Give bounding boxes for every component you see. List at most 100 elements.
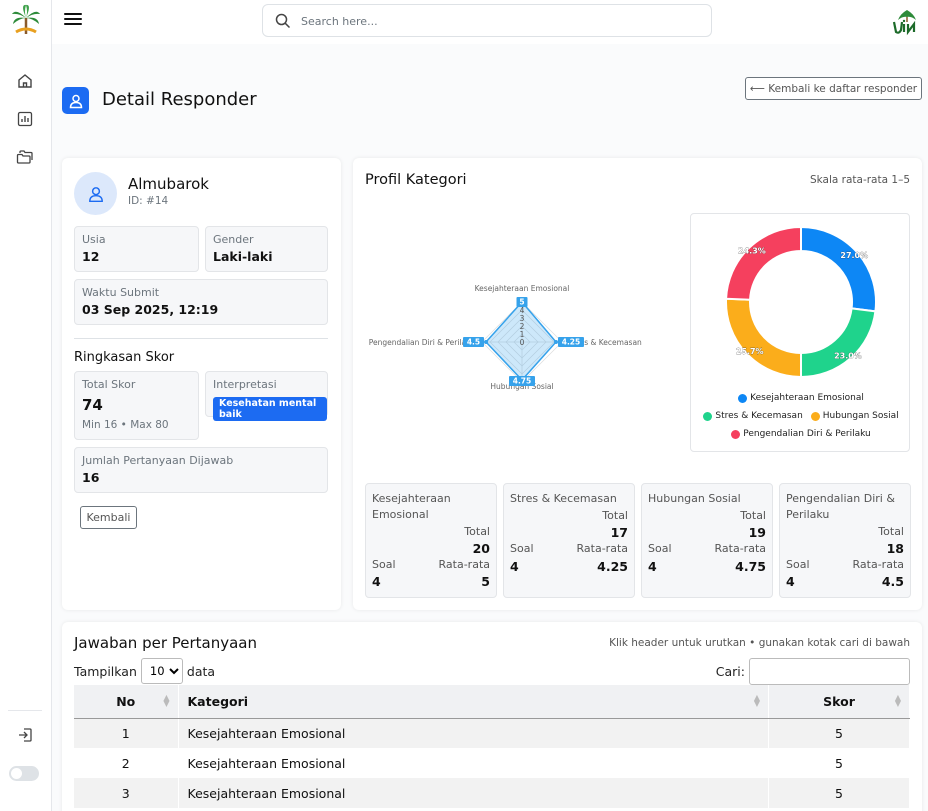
chart-scale-note: Skala rata-rata 1–5 xyxy=(809,174,910,186)
cell-kategori: Kesejahteraan Emosional xyxy=(178,748,769,778)
column-header-skor[interactable]: Skor ▲ ▼ xyxy=(768,685,910,719)
header-label: Skor xyxy=(823,693,855,709)
usia-box: Usia 12 xyxy=(74,226,199,272)
divider xyxy=(74,338,328,339)
category-rata: 4.75 xyxy=(735,559,766,574)
jumlah-label: Jumlah Pertanyaan Dijawab xyxy=(82,454,234,467)
interpretasi-badge: Kesehatan mental baik xyxy=(213,397,327,421)
page-length-select[interactable]: 10 xyxy=(140,658,183,684)
jumlah-box: Jumlah Pertanyaan Dijawab 16 xyxy=(74,447,328,493)
uin-logo-icon xyxy=(892,10,916,36)
legend-label: Pengendalian Diri & Perilaku xyxy=(743,429,871,439)
radar-value-badge xyxy=(516,297,528,307)
folders-icon[interactable] xyxy=(14,146,36,168)
palm-logo-icon[interactable] xyxy=(10,4,42,36)
category-name: Stres & Kecemasan xyxy=(510,492,617,505)
radar-tick-label: 2 xyxy=(520,322,525,331)
radar-value-label: 5 xyxy=(519,298,524,307)
logout-icon[interactable] xyxy=(14,724,36,746)
search-icon xyxy=(275,13,291,29)
category-total: 19 xyxy=(748,525,766,540)
category-rata-label: Rata-rata xyxy=(438,558,490,571)
kembali-button[interactable]: Kembali xyxy=(80,506,137,529)
category-box: Hubungan Sosial Total 19 Soal Rata-rata … xyxy=(641,483,773,598)
sort-icon: ▲ ▼ xyxy=(894,693,901,708)
radar-axis-label: Pengendalian Diri & Perilaku xyxy=(369,338,475,347)
radar-axis-label: Hubungan Sosial xyxy=(490,382,553,391)
legend-item[interactable]: Kesejahteraan Emosional xyxy=(738,393,864,403)
radar-tick-label: 3 xyxy=(520,314,525,323)
category-soal-label: Soal xyxy=(510,542,534,555)
column-header-kategori[interactable]: Kategori ▲ ▼ xyxy=(178,685,769,719)
legend-item[interactable]: Pengendalian Diri & Perilaku xyxy=(731,429,871,439)
category-name: Pengendalian Diri & Perilaku xyxy=(786,492,895,521)
category-name: Kesejahteraan Emosional xyxy=(372,492,451,521)
table-row[interactable]: 2 Kesejahteraan Emosional 5 xyxy=(74,748,910,778)
category-total: 18 xyxy=(886,541,904,556)
donut-chart: 27.0% 23.0% 25.7% 24.3% xyxy=(725,225,877,379)
data-label: data xyxy=(186,663,216,679)
donut-slice-label: 24.3% xyxy=(738,247,766,256)
theme-toggle[interactable] xyxy=(9,766,39,781)
category-box: Kesejahteraan Emosional Total 20 Soal Ra… xyxy=(365,483,497,598)
responder-name: Almubarok xyxy=(128,175,209,193)
legend-item[interactable]: Hubungan Sosial xyxy=(810,411,899,421)
back-to-list-button[interactable]: ⟵ Kembali ke daftar responder xyxy=(745,77,922,100)
page-title: Detail Responder xyxy=(102,89,257,110)
search-label: Cari: xyxy=(715,664,745,679)
legend-item[interactable]: Stres & Kecemasan xyxy=(703,411,803,421)
gender-box: Gender Laki-laki xyxy=(205,226,328,272)
cell-skor: 5 xyxy=(768,778,910,808)
category-soal: 4 xyxy=(510,559,519,574)
category-total-label: Total xyxy=(602,509,628,522)
category-name: Hubungan Sosial xyxy=(648,492,741,505)
cell-kategori: Kesejahteraan Emosional xyxy=(178,778,769,808)
legend-dot xyxy=(810,411,820,421)
usia-label: Usia xyxy=(82,233,106,246)
category-total-label: Total xyxy=(878,525,904,538)
category-rata: 4.25 xyxy=(597,559,628,574)
search-input[interactable] xyxy=(301,11,701,31)
bar-chart-icon[interactable] xyxy=(14,108,36,130)
sort-icon: ▲ ▼ xyxy=(753,693,760,708)
legend-row-3: Pengendalian Diri & Perilaku xyxy=(691,429,911,439)
table-row[interactable]: 3 Kesejahteraan Emosional 5 xyxy=(74,778,910,808)
topbar xyxy=(52,0,928,44)
category-rata: 4.5 xyxy=(881,574,904,589)
cell-skor: 5 xyxy=(768,718,910,748)
category-rata-label: Rata-rata xyxy=(852,558,904,571)
answers-table: No ▲ ▼ Kategori ▲ ▼ Skor ▲ ▼ 1 Kesejahteraan E… xyxy=(74,685,910,808)
donut-slice-label: 23.0% xyxy=(834,351,862,360)
profile-card: Almubarok ID: #14 Usia 12 Gender Laki-la… xyxy=(62,158,341,610)
waktu-value: 03 Sep 2025, 12:19 xyxy=(82,302,219,317)
sidebar-divider xyxy=(8,710,42,711)
search-box[interactable] xyxy=(262,4,712,37)
table-row[interactable]: 1 Kesejahteraan Emosional 5 xyxy=(74,718,910,748)
cell-no: 2 xyxy=(74,748,179,778)
donut-slice xyxy=(800,307,877,379)
user-icon xyxy=(62,87,89,114)
category-total: 20 xyxy=(472,541,490,556)
category-total-label: Total xyxy=(464,525,490,538)
legend-label: Stres & Kecemasan xyxy=(715,411,803,421)
radar-value-label: 4.5 xyxy=(467,338,480,347)
radar-value-badge xyxy=(509,376,535,386)
home-icon[interactable] xyxy=(14,70,36,92)
category-box: Stres & Kecemasan Total 17 Soal Rata-rat… xyxy=(503,483,635,598)
interpretasi-box: Interpretasi Kesehatan mental baik xyxy=(205,371,328,421)
waktu-label: Waktu Submit xyxy=(82,286,160,299)
table-search-input[interactable] xyxy=(749,658,910,685)
total-skor-label: Total Skor xyxy=(82,378,136,391)
category-soal: 4 xyxy=(648,559,657,574)
radar-value-label: 4.25 xyxy=(562,338,581,347)
table-search: Cari: xyxy=(716,658,910,685)
radar-axis-label: Kesejahteraan Emosional xyxy=(475,284,570,293)
cell-no: 3 xyxy=(74,778,179,808)
answers-card: Jawaban per Pertanyaan Klik header untuk… xyxy=(62,622,922,811)
menu-icon[interactable] xyxy=(64,13,82,27)
gender-label: Gender xyxy=(213,233,254,246)
column-header-no[interactable]: No ▲ ▼ xyxy=(74,685,179,719)
category-total: 17 xyxy=(610,525,628,540)
